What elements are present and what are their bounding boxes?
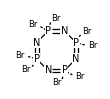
Text: P: P [73,38,79,48]
Text: Br: Br [82,27,92,36]
Text: N: N [33,38,40,48]
Text: Br: Br [28,20,37,29]
Text: P: P [45,26,51,36]
Text: Br: Br [52,14,61,23]
Text: P: P [34,54,40,64]
Text: N: N [72,54,80,64]
Text: Br: Br [15,51,25,60]
Text: Br: Br [88,41,98,50]
Text: Br: Br [21,65,30,74]
Text: N: N [45,65,52,75]
Text: Br: Br [75,72,85,81]
Text: P: P [61,65,68,75]
Text: N: N [61,26,68,36]
Text: Br: Br [52,78,61,87]
